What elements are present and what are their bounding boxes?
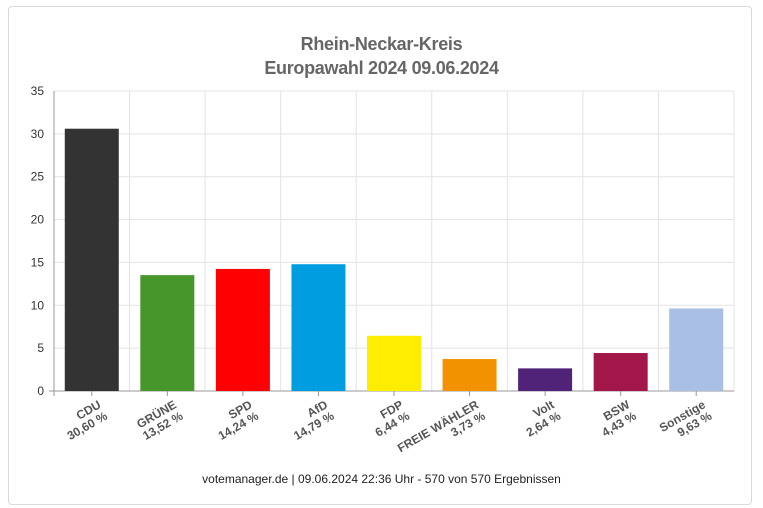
category-label: FDP6,44 % [366,397,412,439]
category-label: SPD14,24 % [209,397,261,443]
bar-fdp [367,335,421,391]
category-label: Volt2,64 % [517,397,563,439]
bar-bsw [593,353,648,391]
category-label: AfD14,79 % [285,397,337,443]
category-label: FREIE WÄHLER3,73 % [394,396,487,466]
chart-title: Rhein-Neckar-Kreis [300,34,463,54]
y-tick-label: 0 [37,384,44,398]
y-tick-label: 5 [37,341,44,355]
category-label: GRÜNE13,52 % [133,396,185,442]
y-tick-label: 30 [31,127,45,141]
y-tick-label: 15 [31,255,45,269]
y-tick-label: 10 [31,298,45,312]
y-tick-label: 25 [31,170,45,184]
category-label: CDU30,60 % [58,397,110,443]
source-footer: votemanager.de | 09.06.2024 22:36 Uhr - … [202,472,561,486]
chart-subtitle: Europawahl 2024 09.06.2024 [264,58,499,78]
bar-sonstige [669,308,724,391]
category-label: BSW4,43 % [593,397,639,439]
bar-cdu [64,128,119,391]
bar-afd [291,264,346,391]
y-tick-label: 20 [31,213,45,227]
chart-frame [8,6,752,505]
category-label: Sonstige9,63 % [657,397,715,446]
bar-spd [215,268,270,391]
bar-freie-w-hler [442,359,497,391]
bar-gr-ne [140,275,195,391]
y-tick-label: 35 [31,84,45,98]
bar-volt [518,368,573,391]
